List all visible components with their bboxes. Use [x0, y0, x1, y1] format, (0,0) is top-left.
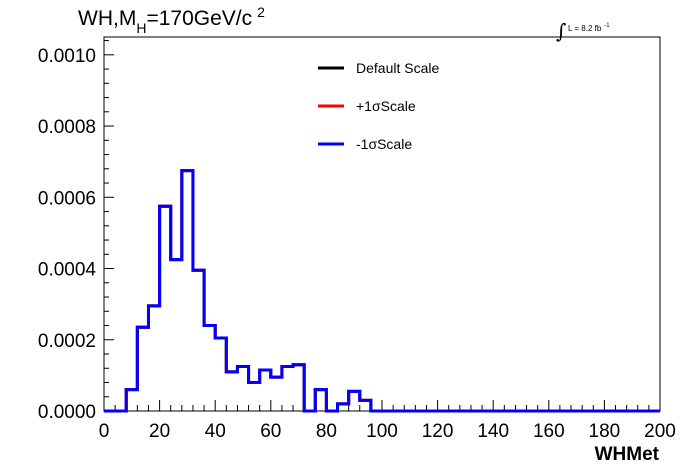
series-line: [104, 169, 660, 413]
y-tick-label: 0.0008: [38, 117, 96, 138]
legend-label: Default Scale: [356, 60, 439, 76]
series-layer: [104, 169, 660, 413]
title-subscript: H: [136, 20, 146, 36]
integral-symbol: ∫: [556, 19, 566, 43]
y-tick-label: 0.0000: [38, 402, 96, 423]
y-tick-label: 0.0002: [38, 331, 96, 352]
x-tick-label: 160: [533, 421, 565, 442]
title-superscript: 2: [257, 4, 265, 20]
luminosity-text: L = 8.2 fb: [568, 24, 602, 33]
x-tick-label: 40: [205, 421, 226, 442]
y-tick-label: 0.0004: [38, 260, 97, 281]
legend-label: -1σScale: [356, 136, 412, 152]
y-tick-label: 0.0010: [38, 46, 96, 67]
x-axis-label: WHMet: [595, 444, 660, 465]
series-line: [104, 169, 660, 413]
title-main: =170GeV/c: [146, 7, 252, 30]
y-axis-ticks: 0.0000 0.0002 0.0004 0.0006 0.0008 0.0010: [38, 40, 114, 423]
legend: Default Scale +1σScale -1σScale: [318, 60, 439, 152]
chart-title: WH,MH=170GeV/c 2: [78, 4, 265, 36]
x-tick-label: 140: [477, 421, 509, 442]
series-line: [104, 169, 660, 413]
legend-label: +1σScale: [356, 98, 416, 114]
x-tick-label: 0: [99, 421, 110, 442]
x-tick-label: 20: [149, 421, 170, 442]
x-axis-ticks: 0 20 40 60 80 100 120 140 160 180 200: [99, 400, 676, 442]
x-tick-label: 120: [422, 421, 454, 442]
plot-frame: [103, 36, 661, 412]
y-tick-label: 0.0006: [38, 188, 96, 209]
x-tick-label: 60: [260, 421, 281, 442]
x-tick-label: 200: [644, 421, 676, 442]
luminosity-superscript: -1: [604, 23, 610, 29]
title-prefix: WH,M: [78, 7, 136, 30]
luminosity-label: L = 8.2 fb -1: [568, 23, 610, 33]
x-tick-label: 80: [316, 421, 337, 442]
x-tick-label: 180: [589, 421, 621, 442]
x-tick-label: 100: [366, 421, 398, 442]
